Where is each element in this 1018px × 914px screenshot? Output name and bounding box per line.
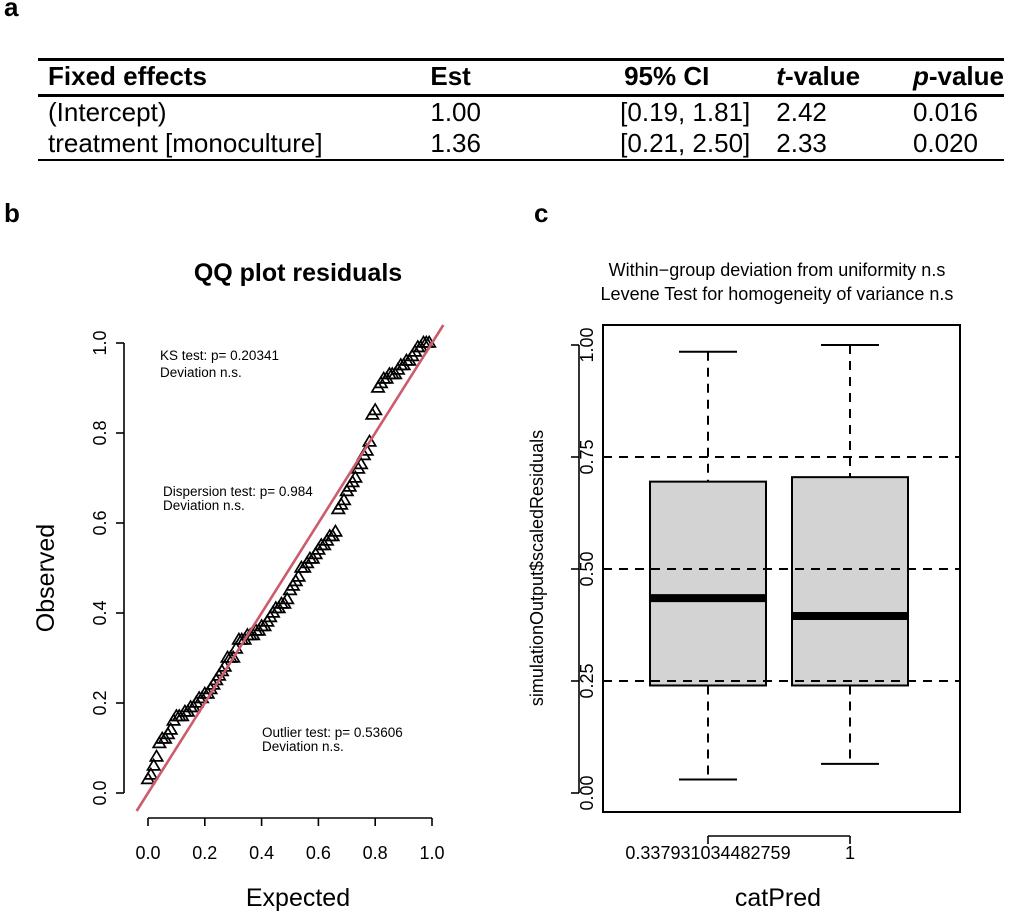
qq-outlier-deviation: Deviation n.s. (262, 739, 344, 754)
qq-x-tick-label: 0.8 (363, 843, 388, 863)
row-ci: [0.21, 2.50] (573, 128, 767, 161)
header-t-value: t-value (766, 58, 903, 97)
qq-point (290, 568, 307, 582)
box-x-tick-label: 1 (845, 843, 855, 863)
qq-points (140, 334, 437, 785)
qq-point (279, 591, 295, 605)
qq-point (367, 402, 383, 416)
qq-y-tick-label: 0.2 (90, 690, 110, 715)
qq-y-tick-label: 0.0 (90, 780, 110, 805)
box-reference-lines (603, 456, 960, 682)
row-t: 2.33 (766, 128, 903, 161)
qq-axes: 0.0 0.2 0.4 0.6 0.8 1.0 0.0 0.2 0.4 0.6 0.8 1.0 (90, 330, 445, 863)
row-t: 2.42 (776, 97, 827, 127)
qq-reference-line (135, 324, 445, 812)
box-y-tick-label: 0.00 (577, 775, 597, 810)
box-iqr (649, 480, 767, 687)
box-y-tick-label: 0.25 (577, 663, 597, 698)
qq-plot: QQ plot residuals Expected Observed KS t… (32, 259, 445, 912)
qq-outlier-test: Outlier test: p= 0.53606 (262, 725, 403, 740)
qq-dispersion-deviation: Deviation n.s. (163, 498, 245, 513)
qq-point (327, 523, 344, 537)
qq-y-tick-label: 0.4 (90, 600, 110, 625)
box-plot: Within−group deviation from uniformity n… (527, 260, 961, 912)
box-group (649, 350, 767, 781)
box-x-tick-label: 0.337931034482759 (625, 843, 790, 863)
box-y-tick-label: 0.75 (577, 439, 597, 474)
qq-x-tick-label: 0.4 (249, 843, 274, 863)
box-y-label: simulationOutput$scaledResiduals (527, 430, 547, 706)
box-iqr (791, 476, 909, 687)
qq-point (146, 757, 162, 771)
row-name: treatment [monoculture] (38, 128, 421, 161)
row-name: (Intercept) (48, 97, 167, 127)
box-groups (649, 344, 909, 781)
table-header-row: Fixed effects Est 95% CI t-value p-value (38, 58, 1004, 97)
qq-point (225, 649, 241, 663)
row-est: 1.36 (420, 128, 574, 161)
table-row: treatment [monoculture] 1.36 [0.21, 2.50… (38, 128, 1004, 161)
qq-title: QQ plot residuals (194, 259, 402, 287)
header-ci: 95% CI (573, 58, 767, 97)
header-p-italic: p (912, 61, 929, 91)
box-title: Within−group deviation from uniformity n… (609, 260, 946, 280)
qq-point (353, 456, 369, 470)
panel-label-c: c (534, 198, 549, 228)
row-ci: [0.19, 1.81] (620, 97, 751, 127)
qq-ks-test: KS test: p= 0.20341 (160, 348, 279, 363)
qq-ks-deviation: Deviation n.s. (160, 365, 242, 380)
qq-y-label: Observed (32, 524, 60, 632)
box-y-tick-label: 0.50 (577, 551, 597, 586)
qq-point (347, 469, 363, 483)
panel-label-b: b (4, 198, 20, 228)
header-fixed-effects: Fixed effects (38, 58, 421, 97)
header-t-italic: t (776, 61, 785, 91)
qq-y-tick-label: 0.6 (90, 510, 110, 535)
qq-dispersion-test: Dispersion test: p= 0.984 (163, 484, 313, 499)
box-subtitle: Levene Test for homogeneity of variance … (601, 284, 954, 304)
row-est: 1.00 (430, 97, 481, 127)
table-row: (Intercept) 1.00 [0.19, 1.81] 2.42 0.016 (38, 96, 1004, 129)
row-p: 0.020 (902, 128, 1004, 161)
qq-point (336, 492, 352, 506)
box-axes: 0.00 0.25 0.50 0.75 1.00 0.337931034482759 1 (571, 327, 855, 863)
box-group (791, 344, 909, 765)
qq-point (148, 748, 165, 762)
header-p-value: p-value (902, 58, 1004, 97)
header-p-rest: -value (928, 61, 1004, 91)
qq-x-tick-label: 0.0 (135, 843, 160, 863)
qq-point (163, 721, 179, 735)
qq-x-tick-label: 1.0 (419, 843, 444, 863)
header-t-rest: -value (784, 61, 861, 91)
qq-x-tick-label: 0.6 (306, 843, 331, 863)
qq-x-tick-label: 0.2 (192, 843, 217, 863)
row-p: 0.016 (912, 97, 979, 127)
box-y-tick-label: 1.00 (577, 327, 597, 362)
box-x-label: catPred (735, 884, 821, 912)
qq-point (143, 766, 159, 780)
qq-y-tick-label: 0.8 (90, 420, 110, 445)
qq-point (361, 433, 378, 447)
header-est: Est (420, 58, 574, 97)
panel-label-a: a (4, 0, 19, 22)
qq-y-tick-label: 1.0 (90, 330, 110, 355)
fixed-effects-table: Fixed effects Est 95% CI t-value p-value… (38, 58, 1004, 161)
qq-x-label: Expected (246, 884, 350, 912)
